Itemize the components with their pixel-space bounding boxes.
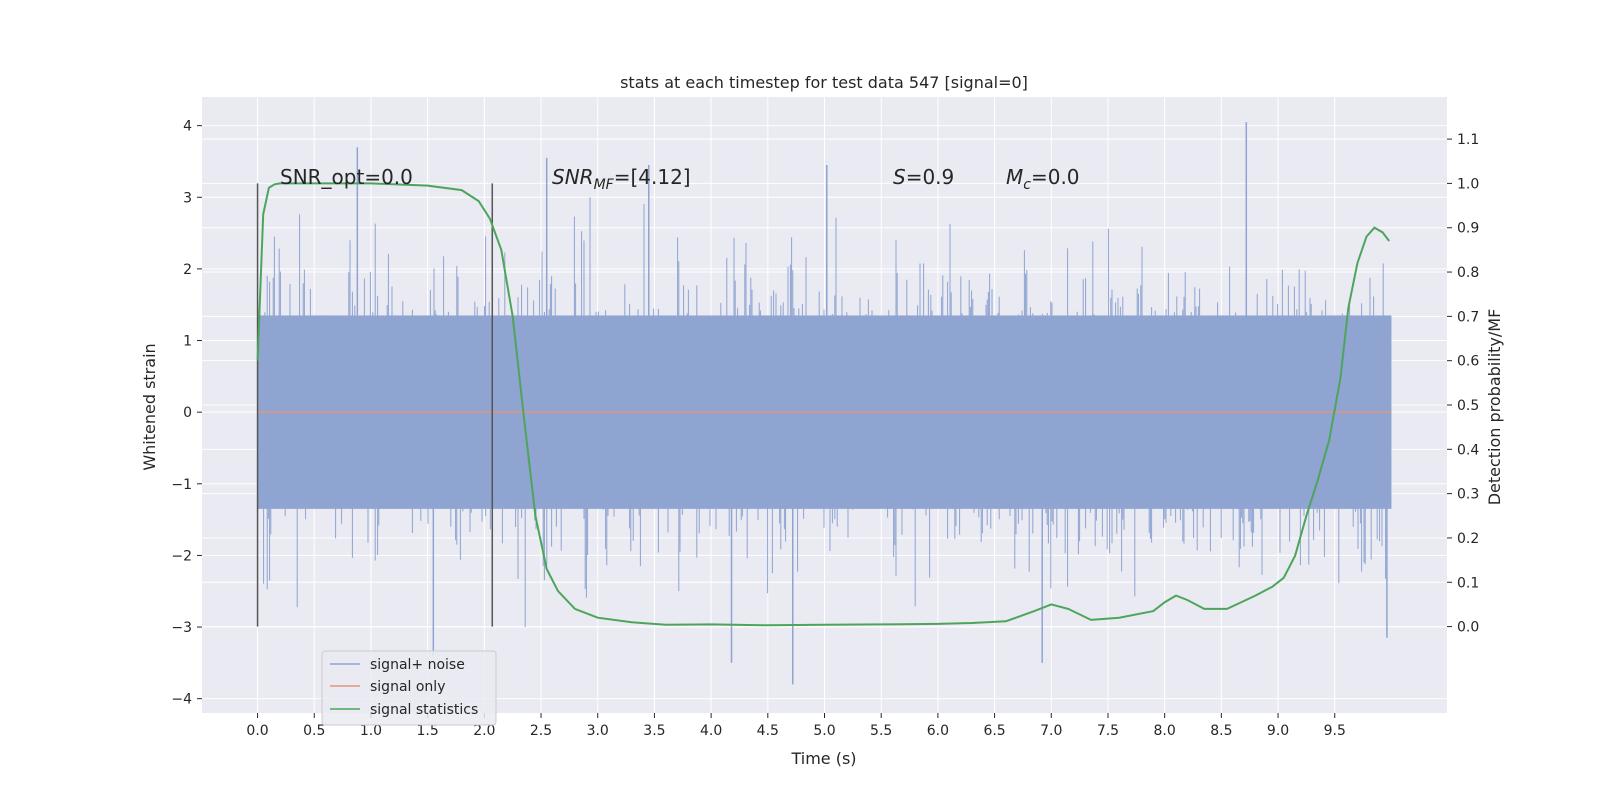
x-tick-label: 3.0 — [587, 723, 609, 739]
y2-tick-label: 0.4 — [1457, 442, 1479, 458]
s-symbol: S — [893, 165, 906, 189]
legend-label-signal-statistics: signal statistics — [370, 702, 478, 718]
y2-tick-label: 0.9 — [1457, 221, 1479, 237]
snr-mf-value: =[4.12] — [614, 165, 691, 189]
y-axis-title: Whitened strain — [140, 343, 159, 470]
x-tick-label: 7.0 — [1040, 723, 1062, 739]
x-tick-label: 6.0 — [927, 723, 949, 739]
x-tick-label: 3.5 — [643, 723, 665, 739]
y2-tick-label: 0.1 — [1457, 575, 1479, 591]
x-tick-label: 6.5 — [983, 723, 1005, 739]
y2-tick-label: 0.5 — [1457, 398, 1479, 414]
s-value: =0.9 — [906, 165, 955, 189]
legend-label-signal-only: signal only — [370, 679, 445, 695]
annotation-s: S=0.9 — [893, 165, 954, 189]
x-tick-label: 9.5 — [1324, 723, 1346, 739]
y-tick-label: −3 — [171, 620, 192, 636]
x-tick-label: 0.5 — [303, 723, 325, 739]
y2-tick-label: 0.7 — [1457, 309, 1479, 325]
y2-tick-label: 0.2 — [1457, 531, 1479, 547]
x-tick-label: 4.0 — [700, 723, 722, 739]
mc-subscript: c — [1023, 177, 1031, 193]
y2-axis-ticks: 1.1 1.0 0.9 0.8 0.7 0.6 0.5 0.4 0.3 0.2 0.1 0.0 — [1447, 132, 1479, 636]
x-axis-title: Time (s) — [790, 749, 856, 768]
x-tick-label: 8.5 — [1210, 723, 1232, 739]
y2-tick-label: 0.3 — [1457, 487, 1479, 503]
x-tick-label: 9.0 — [1267, 723, 1289, 739]
snr-mf-symbol: SNR — [552, 165, 594, 189]
mc-symbol: M — [1006, 165, 1023, 189]
x-tick-label: 8.0 — [1154, 723, 1176, 739]
annotation-mc: Mc=0.0 — [1006, 165, 1080, 193]
y2-tick-label: 0.0 — [1457, 620, 1479, 636]
mc-value: =0.0 — [1031, 165, 1080, 189]
window-lines — [256, 183, 494, 627]
x-tick-label: 2.0 — [473, 723, 495, 739]
annotation-snr-opt: SNR_opt=0.0 — [280, 165, 413, 189]
y-tick-label: 2 — [183, 262, 192, 278]
legend-label-signal-noise: signal+ noise — [370, 657, 465, 673]
x-tick-label: 0.0 — [246, 723, 268, 739]
signal-statistics-series — [256, 182, 1390, 627]
x-tick-label: 1.0 — [360, 723, 382, 739]
x-tick-label: 5.5 — [870, 723, 892, 739]
y2-tick-label: 1.0 — [1457, 176, 1479, 192]
y-tick-label: 3 — [183, 190, 192, 206]
snr-mf-subscript: MF — [594, 177, 615, 193]
y2-tick-label: 1.1 — [1457, 132, 1479, 148]
chart-title: stats at each timestep for test data 547… — [620, 73, 1028, 92]
annotation-snr-mf: SNRMF=[4.12] — [552, 165, 691, 193]
x-tick-label: 2.5 — [530, 723, 552, 739]
y2-axis-title: Detection probability/MF — [1485, 309, 1504, 506]
y-tick-label: −2 — [171, 548, 192, 564]
signal-statistics-line — [256, 182, 1390, 627]
y-tick-label: 4 — [183, 119, 192, 135]
y-tick-label: 0 — [183, 405, 192, 421]
y-tick-label: 1 — [183, 334, 192, 350]
legend-box — [321, 650, 497, 726]
y-tick-label: −4 — [171, 692, 192, 708]
legend: signal+ noise signal only signal statist… — [321, 650, 497, 726]
x-tick-label: 1.5 — [417, 723, 439, 739]
x-tick-label: 5.0 — [813, 723, 835, 739]
x-axis-ticks: 0.0 0.5 1.0 1.5 2.0 2.5 3.0 3.5 4.0 4.5 5.0 5.5 6.0 6… — [246, 713, 1346, 739]
y2-tick-label: 0.6 — [1457, 354, 1479, 370]
y-tick-label: −1 — [171, 477, 192, 493]
x-tick-label: 4.5 — [757, 723, 779, 739]
y-axis-ticks: 4 3 2 1 0 −1 −2 −3 −4 — [171, 119, 202, 708]
x-tick-label: 7.5 — [1097, 723, 1119, 739]
y2-tick-label: 0.8 — [1457, 265, 1479, 281]
